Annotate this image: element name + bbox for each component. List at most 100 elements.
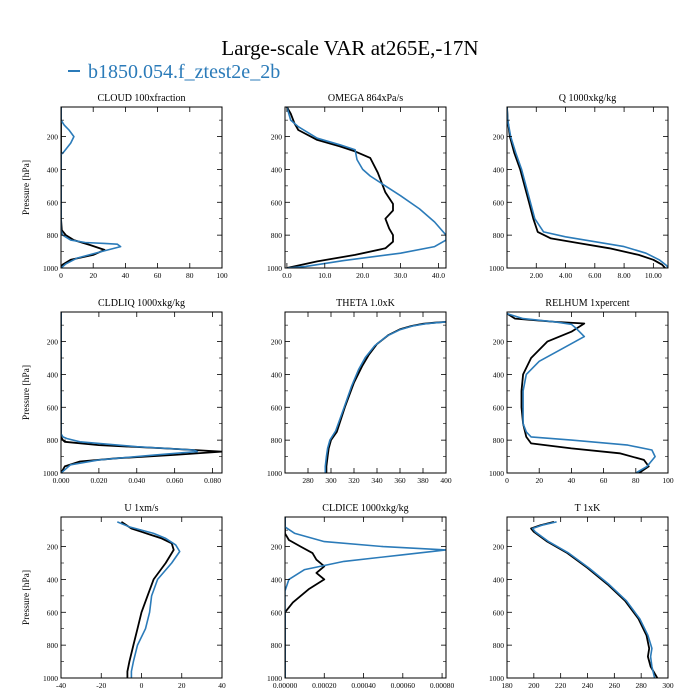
x-tick-label: 0.00040 xyxy=(351,681,376,690)
x-tick-label: 60 xyxy=(600,476,608,485)
y-axis-label: Pressure [hPa] xyxy=(22,365,32,420)
x-tick-label: 0.040 xyxy=(128,476,145,485)
x-tick-label: 20 xyxy=(178,681,186,690)
x-tick-label: 8.00 xyxy=(618,271,631,280)
x-tick-label: 100 xyxy=(216,271,228,280)
series-line-blue xyxy=(507,312,656,473)
y-tick-label: 800 xyxy=(271,641,283,650)
x-tick-label: 10.00 xyxy=(645,271,662,280)
x-tick-label: 0 xyxy=(505,476,509,485)
y-tick-label: 600 xyxy=(493,198,505,207)
y-tick-label: 800 xyxy=(493,436,505,445)
panel-8: 180 200 220 240 260 280 300 200 400 600 800 1000 T 1… xyxy=(489,503,674,690)
y-tick-label: 200 xyxy=(271,543,283,552)
series-line-black xyxy=(530,521,659,678)
y-axis-label: Pressure [hPa] xyxy=(22,570,32,625)
plot-frame xyxy=(506,516,669,679)
x-tick-label: 20.0 xyxy=(356,271,369,280)
y-tick-label: 800 xyxy=(493,641,505,650)
y-tick-label: 600 xyxy=(271,198,283,207)
x-tick-label: 40 xyxy=(218,681,226,690)
series-line-blue xyxy=(531,521,656,678)
x-tick-label: 180 xyxy=(501,681,513,690)
y-tick-label: 400 xyxy=(47,575,59,584)
y-tick-label: 800 xyxy=(47,641,59,650)
x-tick-label: -40 xyxy=(56,681,66,690)
panel-title: CLDICE 1000xkg/kg xyxy=(322,503,408,514)
x-tick-label: 340 xyxy=(371,476,383,485)
panel-5: 0 20 40 60 80 100 200 400 600 800 1000 RELHUM 1xper… xyxy=(489,298,674,485)
y-tick-label: 400 xyxy=(493,575,505,584)
y-tick-label: 200 xyxy=(493,338,505,347)
x-tick-label: 360 xyxy=(394,476,406,485)
x-tick-label: 240 xyxy=(582,681,594,690)
series-line-blue xyxy=(61,107,122,268)
x-tick-label: 40.0 xyxy=(432,271,445,280)
y-tick-label: 200 xyxy=(493,543,505,552)
y-tick-label: 800 xyxy=(47,436,59,445)
panel-title: CLOUD 100xfraction xyxy=(97,93,185,104)
panel-6: -40 -20 0 20 40 200 400 600 800 1000 U 1xm/s Pressu… xyxy=(22,503,226,690)
panel-title: Q 1000xkg/kg xyxy=(559,93,617,104)
y-tick-label: 400 xyxy=(47,165,59,174)
x-tick-label: 10.0 xyxy=(318,271,331,280)
y-tick-label: 600 xyxy=(271,608,283,617)
y-tick-label: 1000 xyxy=(489,674,504,683)
y-tick-label: 800 xyxy=(493,231,505,240)
y-tick-label: 400 xyxy=(493,370,505,379)
y-tick-label: 400 xyxy=(47,370,59,379)
figure-title: Large-scale VAR at265E,-17N xyxy=(221,36,479,60)
y-tick-label: 600 xyxy=(271,403,283,412)
x-tick-label: 60 xyxy=(154,271,162,280)
x-tick-label: -20 xyxy=(96,681,106,690)
y-axis-label: Pressure [hPa] xyxy=(22,160,32,215)
x-tick-label: 30.0 xyxy=(394,271,407,280)
x-tick-label: 0.00080 xyxy=(430,681,455,690)
y-tick-label: 1000 xyxy=(267,264,282,273)
series-line-black xyxy=(285,517,326,678)
legend-label: b1850.054.f_ztest2e_2b xyxy=(88,61,281,83)
x-tick-label: 280 xyxy=(302,476,314,485)
series-line-blue xyxy=(286,107,446,268)
series-line-black xyxy=(507,107,666,268)
panel-title: THETA 1.0xK xyxy=(336,298,395,309)
y-tick-label: 400 xyxy=(271,575,283,584)
panel-title: CLDLIQ 1000xkg/kg xyxy=(98,298,185,309)
series-line-black xyxy=(286,107,394,268)
panel-7: 0.00000 0.00020 0.00040 0.00060 0.00080 200 40… xyxy=(267,503,455,690)
x-tick-label: 0.00060 xyxy=(391,681,416,690)
y-tick-label: 600 xyxy=(493,608,505,617)
y-tick-label: 200 xyxy=(47,133,59,142)
x-tick-label: 200 xyxy=(528,681,540,690)
x-tick-label: 80 xyxy=(632,476,640,485)
panel-title: U 1xm/s xyxy=(124,503,158,514)
plot-frame xyxy=(60,516,223,679)
series-line-blue xyxy=(324,321,446,473)
x-tick-label: 260 xyxy=(609,681,621,690)
legend-swatch xyxy=(68,70,80,73)
y-tick-label: 200 xyxy=(47,338,59,347)
y-tick-label: 200 xyxy=(47,543,59,552)
y-tick-label: 1000 xyxy=(43,469,58,478)
panel-4: 280 300 320 340 360 380 400 200 400 600 800 1000 THE… xyxy=(267,298,452,485)
panel-title: OMEGA 864xPa/s xyxy=(328,93,403,104)
x-tick-label: 320 xyxy=(348,476,360,485)
x-tick-label: 280 xyxy=(636,681,648,690)
y-tick-label: 600 xyxy=(47,403,59,412)
y-tick-label: 800 xyxy=(47,231,59,240)
plot-frame xyxy=(284,516,447,679)
x-tick-label: 0.080 xyxy=(204,476,221,485)
panel-0: 0 20 40 60 80 100 200 400 600 800 1000 CLOUD 100xfr… xyxy=(22,93,228,280)
x-tick-label: 40 xyxy=(122,271,130,280)
x-tick-label: 20 xyxy=(535,476,543,485)
series-line-blue xyxy=(61,312,199,473)
y-tick-label: 400 xyxy=(271,165,283,174)
plot-frame xyxy=(284,106,447,269)
y-tick-label: 200 xyxy=(271,133,283,142)
plot-frame xyxy=(60,311,223,474)
y-tick-label: 600 xyxy=(493,403,505,412)
x-tick-label: 2.00 xyxy=(530,271,543,280)
x-tick-label: 0.060 xyxy=(166,476,183,485)
y-tick-label: 1000 xyxy=(489,264,504,273)
x-tick-label: 80 xyxy=(186,271,194,280)
